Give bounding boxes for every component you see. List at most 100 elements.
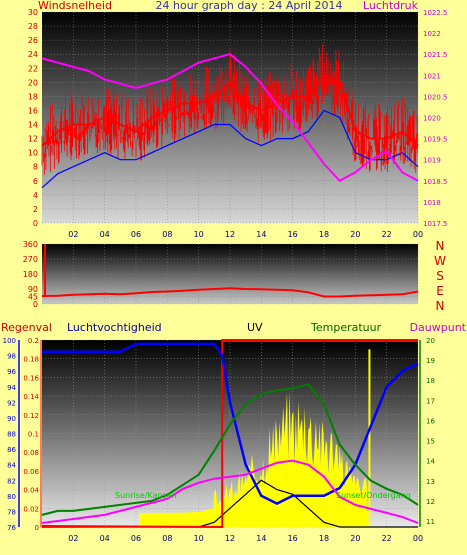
- compass-label: S: [436, 269, 444, 283]
- hour-tick: 00: [413, 534, 423, 543]
- direction-tick: 90: [28, 285, 38, 294]
- wind-speed-tick: 18: [28, 92, 38, 101]
- hour-tick: 04: [100, 230, 110, 239]
- wind-speed-line: [41, 74, 419, 147]
- pressure-tick: 1019.5: [423, 136, 448, 144]
- temperature-tick: 18: [426, 377, 435, 385]
- temperature-tick: 11: [426, 518, 435, 526]
- wind-speed-tick: 4: [33, 191, 38, 200]
- humidity-tick: 92: [7, 399, 16, 407]
- wind-speed-tick: 16: [28, 106, 38, 115]
- rain-humidity-temp-series: [41, 339, 419, 529]
- temperature-line: [41, 383, 419, 516]
- rain-tick: 0.02: [23, 505, 39, 513]
- wind-speed-tick: 12: [28, 135, 38, 144]
- wind-speed-tick: 14: [28, 121, 38, 130]
- rain-tick: 0.06: [23, 468, 39, 476]
- rain-tick: 0.08: [23, 449, 39, 457]
- hour-axis-bottom: 02 04 06 08 10 12 14 16 18 20 22 00: [68, 534, 423, 543]
- temperature-tick: 13: [426, 478, 435, 486]
- humidity-tick: 86: [7, 446, 16, 454]
- rain-tick: 0.04: [23, 487, 39, 495]
- direction-tick: 270: [23, 255, 38, 264]
- compass-label: E: [436, 284, 444, 298]
- wind-direction-grid: [42, 243, 419, 305]
- rain-tick: 0.12: [23, 412, 39, 420]
- wind-speed-tick: 10: [28, 149, 38, 158]
- humidity-tick: 90: [7, 415, 16, 423]
- hour-tick: 20: [350, 534, 360, 543]
- hour-tick: 16: [288, 230, 298, 239]
- rain-tick: 0.2: [28, 337, 39, 345]
- humidity-tick: 84: [7, 462, 16, 470]
- temperature-tick: 20: [426, 337, 435, 345]
- hour-tick: 12: [225, 534, 235, 543]
- humidity-label: Luchtvochtigheid: [67, 321, 162, 334]
- pressure-tick: 1021: [423, 72, 441, 80]
- temperature-tick: 19: [426, 357, 435, 365]
- rain-label: Regenval: [1, 321, 52, 334]
- humidity-tick: 78: [7, 508, 16, 516]
- sunrise-annotation: Sunrise/Kansen: [115, 491, 177, 500]
- dewpoint-label: Dauwpunt: [410, 321, 467, 334]
- temperature-tick: 14: [426, 458, 435, 466]
- hour-tick: 06: [131, 534, 141, 543]
- wind-pressure-series: [41, 44, 419, 189]
- wind-speed-tick: 28: [28, 22, 38, 31]
- chart-title: 24 hour graph day : 24 April 2014: [156, 0, 343, 12]
- pressure-tick: 1018.5: [423, 178, 448, 186]
- hour-tick: 16: [288, 534, 298, 543]
- hour-tick: 20: [350, 230, 360, 239]
- compass-label: W: [434, 254, 446, 268]
- rain-humidity-temp-axes: 0 0.02 0.04 0.06 0.08 0.1 0.12 0.14 0.16 0.18 0.2 7…: [3, 337, 436, 532]
- dewpoint-line: [41, 459, 419, 524]
- wind-speed-tick: 8: [33, 163, 38, 172]
- pressure-tick: 1018: [423, 199, 441, 207]
- wind-speed-tick: 30: [28, 8, 38, 17]
- pressure-tick: 1022: [423, 30, 441, 38]
- pressure-tick: 1020.5: [423, 93, 448, 101]
- wind-speed-bars: [41, 44, 418, 175]
- rain-tick: 0.16: [23, 374, 39, 382]
- wind-speed-tick: 26: [28, 36, 38, 45]
- hour-tick: 08: [162, 534, 172, 543]
- hour-tick: 14: [256, 230, 266, 239]
- pressure-tick: 1019: [423, 157, 441, 165]
- hour-tick: 18: [319, 230, 329, 239]
- hour-axis-top: 02 04 06 08 10 12 14 16 18 20 22 00: [68, 230, 423, 239]
- pressure-tick: 1021.5: [423, 51, 448, 59]
- uv-label: UV: [247, 321, 263, 334]
- hour-tick: 00: [413, 230, 423, 239]
- humidity-tick: 88: [7, 431, 16, 439]
- humidity-tick: 94: [7, 384, 16, 392]
- pressure-line: [41, 53, 419, 183]
- temperature-tick: 16: [426, 417, 435, 425]
- direction-tick: 45: [28, 293, 38, 302]
- rain-tick: 0.1: [28, 431, 39, 439]
- hour-tick: 02: [68, 230, 78, 239]
- temperature-label: Temperatuur: [310, 321, 382, 334]
- pressure-tick: 1017.5: [423, 220, 448, 228]
- humidity-tick: 76: [7, 524, 16, 532]
- hour-tick: 08: [162, 230, 172, 239]
- wind-direction-series: [41, 244, 419, 298]
- pressure-label: Luchtdruk: [363, 0, 419, 12]
- humidity-tick: 82: [7, 477, 16, 485]
- hour-tick: 06: [131, 230, 141, 239]
- wind-speed-tick: 0: [33, 219, 38, 228]
- pressure-axis: 1017.5 1018 1018.5 1019 1019.5 1020 1020.5 1021…: [423, 9, 448, 228]
- direction-tick: 0: [33, 300, 38, 309]
- wind-direction-line: [41, 287, 419, 298]
- hour-tick: 10: [194, 230, 204, 239]
- wind-speed-tick: 20: [28, 78, 38, 87]
- humidity-tick: 96: [7, 368, 16, 376]
- hour-tick: 18: [319, 534, 329, 543]
- pressure-tick: 1020: [423, 115, 441, 123]
- hour-tick: 22: [382, 534, 392, 543]
- rain-tick: 0.14: [23, 393, 39, 401]
- temperature-tick: 15: [426, 438, 435, 446]
- rain-tick: 0.18: [23, 356, 39, 364]
